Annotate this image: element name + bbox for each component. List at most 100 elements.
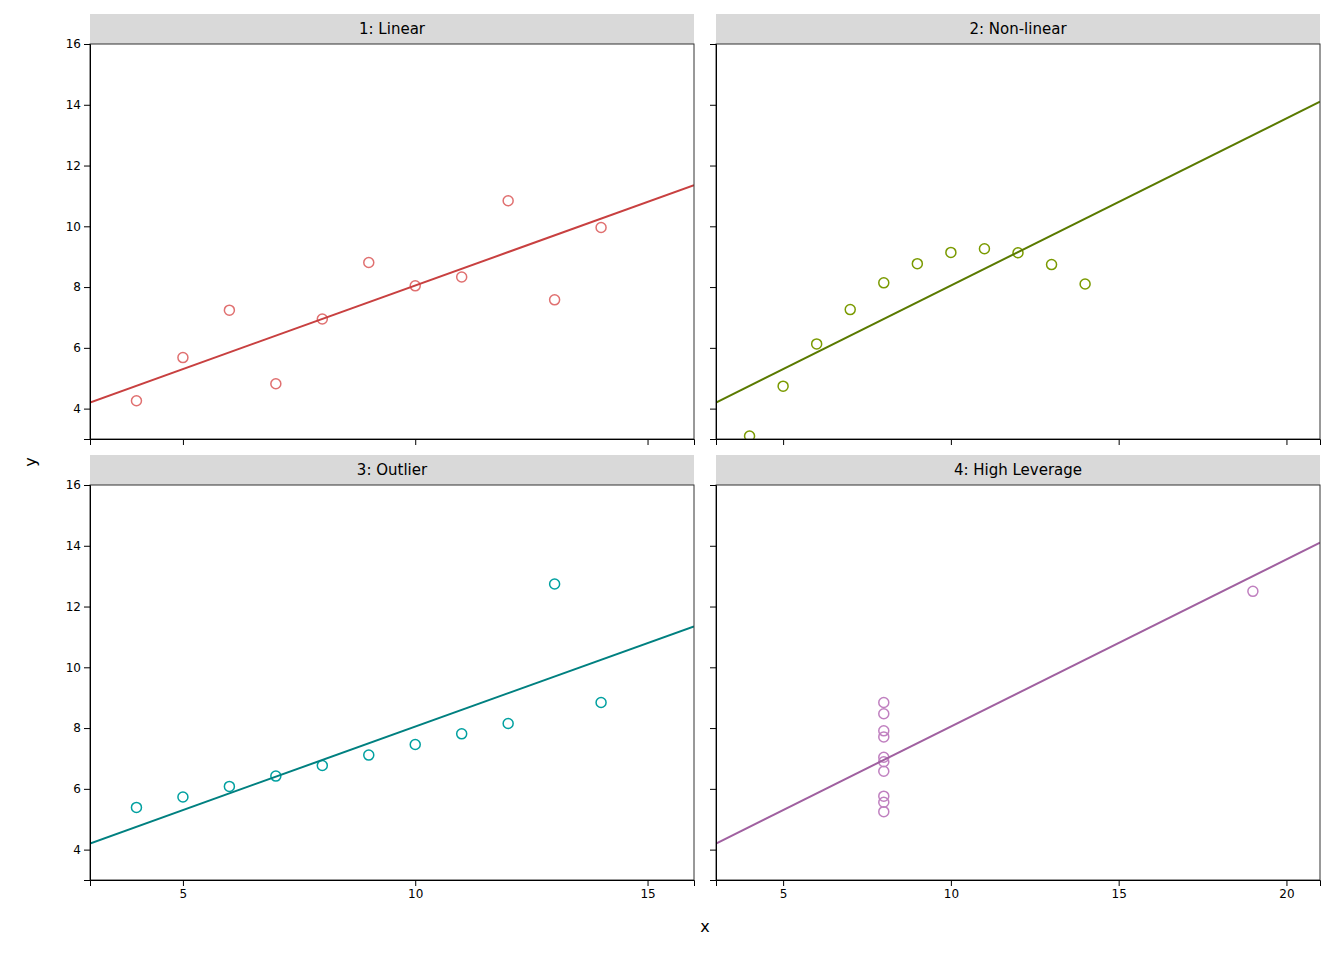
y-tick [710, 105, 716, 106]
point [224, 305, 234, 315]
y-tick-mark [710, 728, 716, 729]
point [1248, 586, 1258, 596]
y-tick-label: 4 [73, 843, 81, 857]
x-tick [1119, 439, 1120, 445]
x-tick-mark [1286, 439, 1287, 445]
y-tick-mark [710, 348, 716, 349]
panel-title: 2: Non-linear [969, 20, 1067, 38]
point [457, 729, 467, 739]
fit-line [716, 543, 1320, 844]
x-tick-mark [1119, 880, 1120, 886]
x-tick: 5 [780, 880, 788, 901]
y-tick-label: 8 [73, 721, 81, 735]
plot [710, 44, 1321, 445]
y-tick [710, 348, 716, 349]
y-tick-mark [84, 166, 90, 167]
y-axis-line [710, 486, 717, 881]
plot-background [716, 44, 1320, 439]
x-tick-mark [648, 439, 649, 445]
panel-strip [90, 14, 694, 44]
point [224, 781, 234, 791]
panel: 1: Linear46810121416 [66, 14, 695, 445]
point [778, 381, 788, 391]
x-tick-label: 15 [640, 887, 655, 901]
panel-strip [716, 455, 1320, 485]
y-tick [710, 728, 716, 729]
point [178, 353, 188, 363]
y-tick: 8 [73, 721, 90, 735]
y-tick-mark [710, 287, 716, 288]
y-tick [710, 409, 716, 410]
plot-background [716, 485, 1320, 880]
point [879, 766, 889, 776]
point [457, 272, 467, 282]
x-tick [415, 439, 416, 445]
x-tick-label: 5 [180, 887, 188, 901]
x-axis-line [717, 440, 1321, 446]
x-tick-mark [183, 880, 184, 886]
x-tick: 15 [1112, 880, 1127, 901]
y-tick-label: 12 [66, 600, 81, 614]
point [178, 792, 188, 802]
plot-frame [716, 485, 1320, 880]
y-tick-mark [84, 607, 90, 608]
x-tick-mark [783, 880, 784, 886]
y-tick-label: 6 [73, 341, 81, 355]
x-tick-mark [951, 880, 952, 886]
x-tick [1286, 439, 1287, 445]
panel: 4: High Leverage 5 10 15 20 [710, 455, 1321, 901]
fit-line [90, 626, 694, 843]
x-tick: 10 [944, 880, 959, 901]
marks [716, 102, 1320, 439]
point [946, 247, 956, 257]
x-axis-title: x [700, 917, 709, 936]
y-tick-mark [84, 348, 90, 349]
plot-background [90, 485, 694, 880]
point [879, 698, 889, 708]
y-tick-label: 14 [66, 539, 81, 553]
y-tick-label: 10 [66, 220, 81, 234]
x-tick-mark [1286, 880, 1287, 886]
y-tick-mark [84, 485, 90, 486]
panel-strip [90, 455, 694, 485]
y-tick: 6 [73, 782, 90, 796]
y-tick [710, 789, 716, 790]
x-tick [183, 439, 184, 445]
y-axis-title: y [21, 457, 40, 466]
point [1080, 279, 1090, 289]
y-axis: 46810121416 [66, 37, 91, 439]
y-tick [710, 166, 716, 167]
x-tick-mark [648, 880, 649, 886]
y-tick-mark [84, 850, 90, 851]
y-tick-mark [710, 485, 716, 486]
chart: 1: Linear468101214162: Non-linear3: Outl… [0, 0, 1344, 960]
y-tick: 10 [66, 220, 90, 234]
x-tick-label: 20 [1279, 887, 1294, 901]
x-tick: 10 [408, 880, 423, 901]
plot: 46810121416 [66, 37, 695, 445]
y-tick-mark [710, 409, 716, 410]
y-tick: 4 [73, 402, 90, 416]
y-tick-label: 6 [73, 782, 81, 796]
x-axis [91, 439, 695, 445]
marks [716, 543, 1320, 844]
y-tick [710, 607, 716, 608]
point [410, 739, 420, 749]
x-tick-mark [951, 439, 952, 445]
y-tick: 4 [73, 843, 90, 857]
point [845, 305, 855, 315]
x-tick-mark [783, 439, 784, 445]
plot-frame [716, 44, 1320, 439]
plot-frame [90, 44, 694, 439]
panel-title: 4: High Leverage [954, 461, 1082, 479]
point [364, 750, 374, 760]
y-tick: 14 [66, 98, 90, 112]
y-tick-mark [710, 166, 716, 167]
point [503, 719, 513, 729]
x-axis-line [717, 881, 1321, 887]
point [879, 709, 889, 719]
y-tick [710, 226, 716, 227]
y-tick-mark [84, 226, 90, 227]
point [745, 431, 755, 439]
y-axis: 46810121416 [66, 478, 91, 880]
